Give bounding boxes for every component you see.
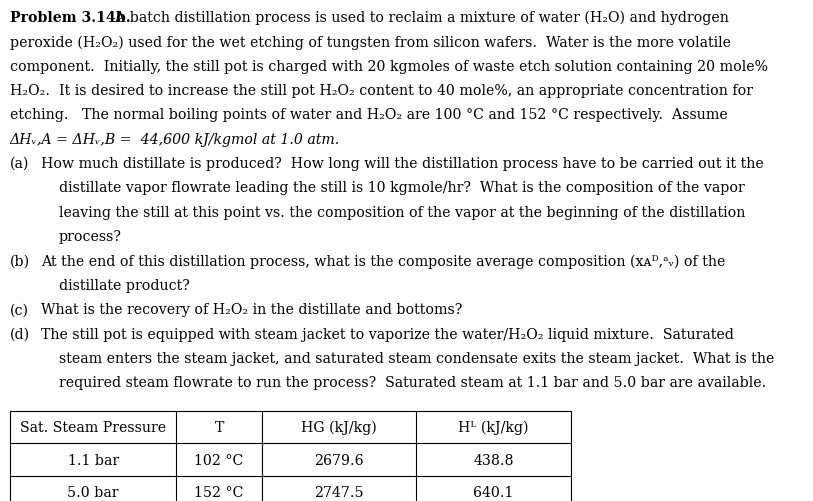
Text: 640.1: 640.1 xyxy=(473,485,514,499)
Text: (b): (b) xyxy=(10,254,30,268)
Text: component.  Initially, the still pot is charged with 20 kgmoles of waste etch so: component. Initially, the still pot is c… xyxy=(10,60,767,74)
Text: How much distillate is produced?  How long will the distillation process have to: How much distillate is produced? How lon… xyxy=(41,157,763,171)
Text: 102 °C: 102 °C xyxy=(194,453,244,466)
Text: Sat. Steam Pressure: Sat. Steam Pressure xyxy=(20,420,166,434)
Text: What is the recovery of H₂O₂ in the distillate and bottoms?: What is the recovery of H₂O₂ in the dist… xyxy=(41,303,462,317)
Text: ΔHᵥ,A = ΔHᵥ,B =  44,600 kJ/kgmol at 1.0 atm.: ΔHᵥ,A = ΔHᵥ,B = 44,600 kJ/kgmol at 1.0 a… xyxy=(10,132,340,146)
Text: 152 °C: 152 °C xyxy=(194,485,244,499)
Text: The still pot is equipped with steam jacket to vaporize the water/H₂O₂ liquid mi: The still pot is equipped with steam jac… xyxy=(41,327,733,341)
Text: process?: process? xyxy=(59,229,121,243)
Text: (a): (a) xyxy=(10,157,29,171)
Text: distillate vapor flowrate leading the still is 10 kgmole/hr?  What is the compos: distillate vapor flowrate leading the st… xyxy=(59,181,744,195)
Text: (d): (d) xyxy=(10,327,30,341)
Text: leaving the still at this point vs. the composition of the vapor at the beginnin: leaving the still at this point vs. the … xyxy=(59,205,745,219)
Text: 2679.6: 2679.6 xyxy=(314,453,364,466)
Text: distillate product?: distillate product? xyxy=(59,278,189,292)
Text: steam enters the steam jacket, and saturated steam condensate exits the steam ja: steam enters the steam jacket, and satur… xyxy=(59,351,774,365)
Text: T: T xyxy=(215,420,224,434)
Text: A batch distillation process is used to reclaim a mixture of water (H₂O) and hyd: A batch distillation process is used to … xyxy=(106,11,728,26)
Text: 5.0 bar: 5.0 bar xyxy=(67,485,119,499)
Text: Problem 3.14b.: Problem 3.14b. xyxy=(10,11,130,25)
Text: required steam flowrate to run the process?  Saturated steam at 1.1 bar and 5.0 : required steam flowrate to run the proce… xyxy=(59,375,766,389)
Text: (c): (c) xyxy=(10,303,28,317)
Text: peroxide (H₂O₂) used for the wet etching of tungsten from silicon wafers.  Water: peroxide (H₂O₂) used for the wet etching… xyxy=(10,35,731,50)
Text: At the end of this distillation process, what is the composite average compositi: At the end of this distillation process,… xyxy=(41,254,725,269)
Text: HG (kJ/kg): HG (kJ/kg) xyxy=(301,420,377,434)
Text: 438.8: 438.8 xyxy=(473,453,514,466)
Text: 1.1 bar: 1.1 bar xyxy=(67,453,119,466)
Text: H₂O₂.  It is desired to increase the still pot H₂O₂ content to 40 mole%, an appr: H₂O₂. It is desired to increase the stil… xyxy=(10,84,753,98)
Text: etching.   The normal boiling points of water and H₂O₂ are 100 °C and 152 °C res: etching. The normal boiling points of wa… xyxy=(10,108,728,122)
Text: Hᴸ (kJ/kg): Hᴸ (kJ/kg) xyxy=(459,420,528,434)
Text: 2747.5: 2747.5 xyxy=(314,485,364,499)
